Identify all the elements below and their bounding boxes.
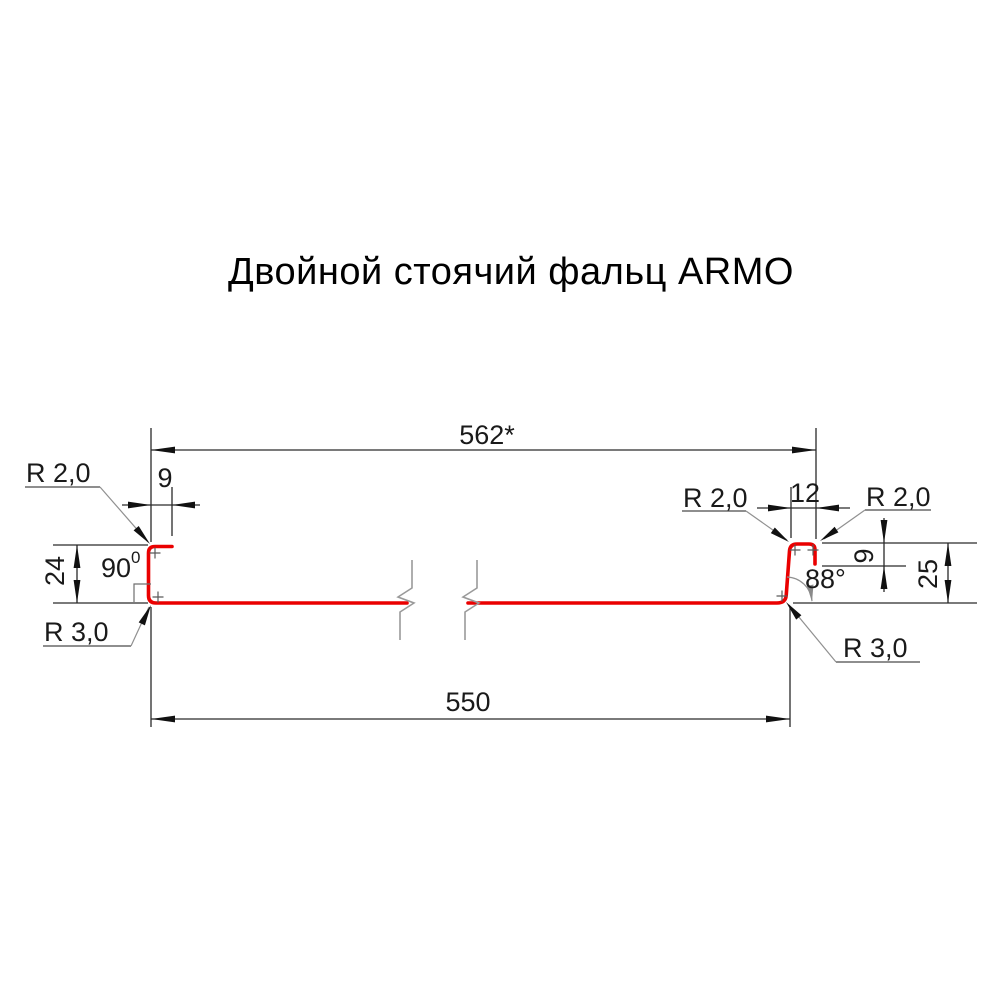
- arrowhead: [816, 504, 839, 512]
- radius-center-marks: [149, 544, 819, 603]
- leader-arrowhead: [770, 527, 789, 542]
- arrowhead: [880, 566, 888, 589]
- angle-right-88: 88°: [786, 564, 846, 602]
- profile-right-segment: [466, 542, 817, 605]
- angle-arc-arrowhead: [807, 584, 814, 602]
- arrowhead: [128, 501, 151, 509]
- profile-left-segment: [146, 544, 409, 605]
- dimension-left-flange: 9: [122, 463, 200, 536]
- arrowhead: [944, 580, 952, 603]
- arrowhead: [768, 504, 791, 512]
- break-line-right: [461, 560, 481, 640]
- angle-left-90: 90 0: [101, 548, 151, 602]
- radius-value: R 3,0: [44, 617, 109, 647]
- arrowhead: [73, 545, 81, 568]
- radius-value: R 2,0: [866, 482, 931, 512]
- radius-value: R 2,0: [683, 483, 748, 513]
- dimension-value-550: 550: [445, 687, 490, 717]
- radius-value: R 3,0: [843, 633, 908, 663]
- radius-label-top-left: R 2,0: [25, 458, 150, 544]
- center-mark: [807, 544, 819, 556]
- break-line-left: [396, 560, 416, 640]
- center-mark: [149, 547, 161, 559]
- center-mark: [789, 544, 801, 556]
- dimension-right-flange: 12: [757, 478, 850, 538]
- dimension-value-24: 24: [40, 556, 70, 586]
- dimension-value-9-right: 9: [849, 548, 879, 563]
- arrowhead: [880, 520, 888, 543]
- center-mark: [776, 590, 788, 602]
- arrowhead: [172, 501, 195, 509]
- radius-label-bottom-right: R 3,0: [786, 602, 920, 663]
- arrowhead: [73, 580, 81, 603]
- angle-value-88: 88°: [805, 564, 846, 594]
- leader-arrowhead: [820, 526, 839, 541]
- leader-arrowhead: [786, 602, 802, 620]
- arrowhead: [151, 715, 175, 723]
- arrowhead: [151, 446, 175, 454]
- arrowhead: [766, 715, 790, 723]
- dimension-right-hook: 9: [822, 518, 977, 592]
- drawing-title: Двойной стоячий фальц ARMO: [228, 251, 794, 293]
- center-mark: [152, 591, 164, 603]
- radius-label-right-hook: R 2,0: [820, 482, 931, 541]
- dimension-value-562: 562*: [459, 420, 515, 450]
- radius-value: R 2,0: [26, 458, 91, 488]
- radius-label-bottom-left: R 3,0: [43, 605, 151, 647]
- dimension-right-height: 25: [793, 543, 977, 604]
- profile-outline: [146, 542, 817, 605]
- angle-value-90: 90: [101, 553, 131, 583]
- dimension-bottom-width: 550: [150, 607, 791, 727]
- right-angle-symbol: [133, 583, 151, 602]
- leader-arrowhead: [138, 605, 151, 626]
- arrowhead: [944, 543, 952, 566]
- leader-arrowhead: [133, 526, 150, 544]
- radius-label-right-leg: R 2,0: [682, 483, 789, 542]
- dimension-overall-width: 562*: [150, 420, 817, 542]
- dimension-value-12: 12: [790, 478, 820, 508]
- arrowhead: [792, 446, 816, 454]
- dimension-value-25: 25: [913, 559, 943, 589]
- dimension-value-9-left: 9: [157, 463, 172, 493]
- dimension-left-height: 24: [40, 544, 148, 604]
- break-symbols: [396, 560, 481, 640]
- angle-superscript: 0: [131, 548, 140, 567]
